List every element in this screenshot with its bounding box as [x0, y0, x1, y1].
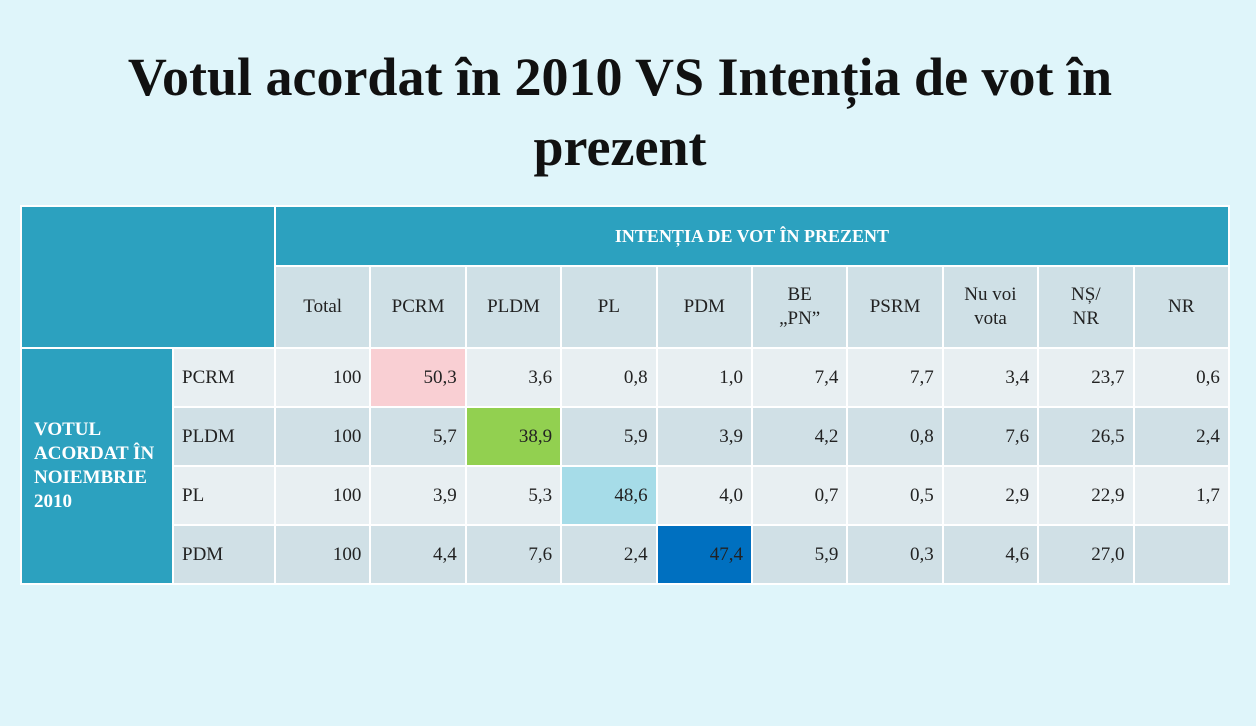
- value-cell: 38,9: [464, 406, 563, 467]
- column-header: Nu voi vota: [941, 265, 1040, 349]
- table-row: PL 100 3,9 5,3 48,6 4,0 0,7 0,5 2,9 22,9 1,7: [21, 465, 1230, 526]
- value-cell: 0,8: [560, 347, 658, 408]
- value-cell: 100: [273, 465, 372, 526]
- value-cell: 5,3: [464, 465, 563, 526]
- column-header: BE „PN”: [750, 265, 849, 349]
- value-cell: 27,0: [1037, 524, 1135, 585]
- value-cell: 48,6: [560, 465, 658, 526]
- value-cell: 4,0: [655, 465, 753, 526]
- value-cell: 47,4: [655, 524, 753, 585]
- value-cell: 4,4: [369, 524, 467, 585]
- value-cell: 1,0: [655, 347, 753, 408]
- value-cell: 0,5: [846, 465, 944, 526]
- row-label: PCRM: [172, 347, 276, 408]
- column-header: NR: [1132, 265, 1230, 349]
- value-cell: 7,6: [464, 524, 563, 585]
- value-cell: 5,9: [560, 406, 658, 467]
- value-cell: 4,2: [750, 406, 849, 467]
- column-header: PLDM: [464, 265, 563, 349]
- row-group-header: VOTUL ACORDAT ÎN NOIEMBRIE 2010: [20, 347, 174, 585]
- value-cell: 2,4: [560, 524, 658, 585]
- column-header: PL: [560, 265, 658, 349]
- column-header: PCRM: [369, 265, 467, 349]
- value-cell: 23,7: [1037, 347, 1135, 408]
- table-row: PDM 100 4,4 7,6 2,4 47,4 5,9 0,3 4,6 27,0: [21, 524, 1230, 585]
- value-cell: 7,7: [846, 347, 944, 408]
- value-cell: 3,9: [655, 406, 753, 467]
- column-header: Total: [273, 265, 372, 349]
- row-label: PDM: [172, 524, 276, 585]
- value-cell: [1132, 524, 1230, 585]
- value-cell: 50,3: [369, 347, 467, 408]
- value-cell: 4,6: [941, 524, 1040, 585]
- value-cell: 100: [273, 524, 372, 585]
- row-label: PLDM: [172, 406, 276, 467]
- corner: [20, 205, 276, 349]
- value-cell: 3,9: [369, 465, 467, 526]
- slide-title: Votul acordat în 2010 VS Intenția de vot…: [127, 47, 1113, 177]
- value-cell: 22,9: [1037, 465, 1135, 526]
- value-cell: 26,5: [1037, 406, 1135, 467]
- column-group-header: INTENȚIA DE VOT ÎN PREZENT: [274, 205, 1230, 267]
- vote-table: INTENȚIA DE VOT ÎN PREZENT Total PCRM PLDM P…: [20, 205, 1230, 585]
- value-cell: 2,9: [941, 465, 1040, 526]
- value-cell: 3,4: [941, 347, 1040, 408]
- value-cell: 7,4: [750, 347, 849, 408]
- column-header: PSRM: [846, 265, 944, 349]
- column-header: NȘ/ NR: [1037, 265, 1135, 349]
- value-cell: 0,3: [846, 524, 944, 585]
- value-cell: 5,7: [369, 406, 467, 467]
- column-header: PDM: [655, 265, 753, 349]
- table-row: PLDM 100 5,7 38,9 5,9 3,9 4,2 0,8 7,6 26,5 2,4: [21, 406, 1230, 467]
- table-row: INTENȚIA DE VOT ÎN PREZENT: [20, 205, 1230, 349]
- value-cell: 1,7: [1132, 465, 1230, 526]
- value-cell: 100: [273, 347, 372, 408]
- value-cell: 3,6: [464, 347, 563, 408]
- table-row: VOTUL ACORDAT ÎN NOIEMBRIE 2010 PCRM 100 50…: [20, 347, 1230, 585]
- value-cell: 0,7: [750, 465, 849, 526]
- value-cell: 0,6: [1132, 347, 1230, 408]
- value-cell: 7,6: [941, 406, 1040, 467]
- row-label: PL: [172, 465, 276, 526]
- value-cell: 2,4: [1132, 406, 1230, 467]
- table-row: Total PCRM PLDM PL PDM BE „PN” PSRM Nu voi vota…: [21, 265, 1230, 349]
- value-cell: 100: [273, 406, 372, 467]
- value-cell: 5,9: [750, 524, 849, 585]
- value-cell: 0,8: [846, 406, 944, 467]
